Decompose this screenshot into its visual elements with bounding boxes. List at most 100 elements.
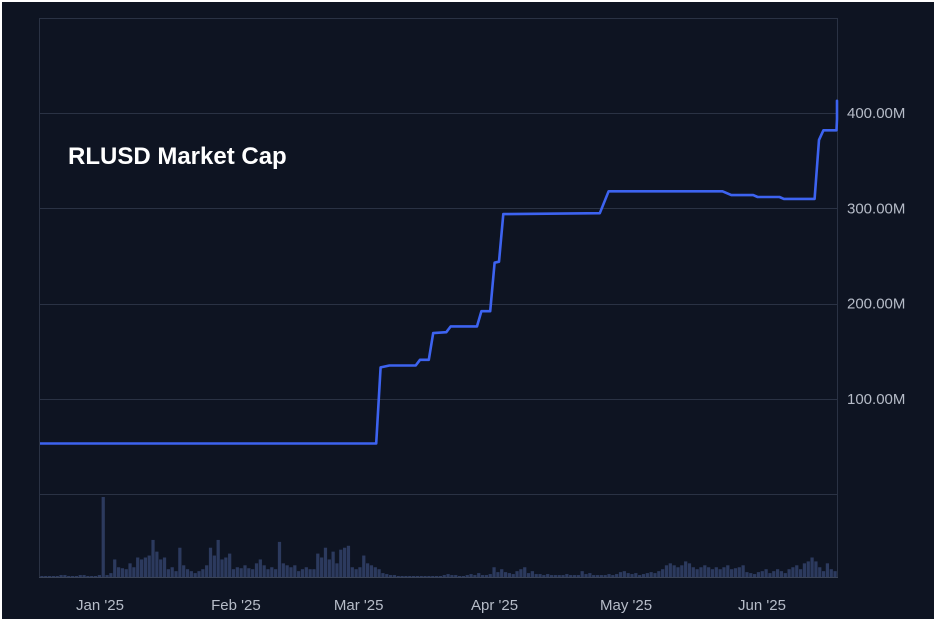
volume-bar xyxy=(201,569,205,577)
volume-bar xyxy=(622,571,626,577)
volume-bar xyxy=(630,574,634,577)
volume-bar xyxy=(676,567,680,577)
volume-bar xyxy=(128,563,132,577)
y-tick-label: 300.00M xyxy=(847,200,905,217)
volume-bar xyxy=(415,576,420,577)
volume-bar xyxy=(358,567,362,577)
volume-bar xyxy=(335,563,339,577)
volume-bar xyxy=(285,565,289,577)
volume-bar xyxy=(362,555,366,577)
volume-bar xyxy=(197,571,201,577)
volume-bar xyxy=(327,559,331,577)
volume-bar xyxy=(684,561,688,577)
volume-bar xyxy=(718,569,722,577)
volume-bar xyxy=(465,575,469,577)
volume-bar xyxy=(97,575,102,577)
volume-bar xyxy=(373,567,377,577)
volume-bar xyxy=(745,572,749,577)
volume-bar xyxy=(224,557,228,577)
volume-bar xyxy=(262,565,266,577)
volume-bar xyxy=(293,565,297,577)
volume-bar xyxy=(151,539,155,577)
volume-bar xyxy=(139,559,144,577)
volume-bar xyxy=(44,576,48,577)
volume-bar xyxy=(101,497,105,577)
volume-bar xyxy=(312,569,316,577)
x-tick-label: Feb '25 xyxy=(211,597,261,614)
volume-bar xyxy=(783,573,787,577)
volume-bar xyxy=(668,563,672,577)
volume-bar xyxy=(212,555,216,577)
volume-bar xyxy=(741,565,745,577)
volume-bar xyxy=(366,563,370,577)
volume-bar xyxy=(369,565,374,577)
volume-bar xyxy=(124,569,128,577)
volume-bar xyxy=(47,576,52,577)
volume-bar xyxy=(220,559,224,577)
volume-bars xyxy=(40,497,837,577)
y-tick-label: 400.00M xyxy=(847,105,905,122)
volume-bar xyxy=(469,574,473,577)
volume-bar xyxy=(147,555,151,577)
volume-bar xyxy=(484,575,489,577)
volume-bar xyxy=(316,553,320,577)
volume-bar xyxy=(833,571,837,577)
volume-bar xyxy=(480,575,485,577)
volume-bar xyxy=(526,573,531,577)
volume-bar xyxy=(331,551,335,577)
volume-bar xyxy=(339,549,343,577)
volume-bar xyxy=(254,563,259,577)
volume-bar xyxy=(549,575,554,577)
volume-bar xyxy=(722,567,726,577)
volume-bar xyxy=(297,571,301,577)
volume-bar xyxy=(707,567,711,577)
volume-bar xyxy=(185,569,190,577)
volume-bar xyxy=(277,541,282,577)
volume-bar xyxy=(438,576,443,577)
chart-title: RLUSD Market Cap xyxy=(68,143,287,170)
volume-bar xyxy=(431,576,435,577)
volume-bar xyxy=(775,569,780,577)
volume-bar xyxy=(251,569,255,577)
volume-bar xyxy=(580,571,584,577)
volume-bar xyxy=(155,551,159,577)
volume-bar xyxy=(461,576,466,577)
volume-bar xyxy=(381,573,385,577)
volume-bar xyxy=(193,573,197,577)
volume-bar xyxy=(189,571,193,577)
volume-bar xyxy=(343,547,347,577)
volume-bar xyxy=(289,567,293,577)
volume-bar xyxy=(178,547,182,577)
volume-bar xyxy=(411,576,416,577)
volume-bar xyxy=(714,567,718,577)
volume-bar xyxy=(67,576,71,577)
volume-bar xyxy=(680,565,684,577)
volume-bar xyxy=(320,557,324,577)
volume-bar xyxy=(829,569,833,577)
volume-bar xyxy=(661,569,665,577)
volume-bar xyxy=(274,569,278,577)
volume-bar xyxy=(216,539,220,577)
volume-bar xyxy=(595,575,600,577)
volume-bar xyxy=(166,569,170,577)
volume-bar xyxy=(258,559,262,577)
x-tick-label: Mar '25 xyxy=(334,597,384,614)
volume-bar xyxy=(40,576,44,577)
volume-bar xyxy=(787,569,791,577)
x-tick-label: May '25 xyxy=(600,597,652,614)
y-tick-label: 200.00M xyxy=(847,296,905,313)
volume-bar xyxy=(546,574,550,577)
volume-bar xyxy=(346,545,351,577)
volume-bar xyxy=(626,573,630,577)
volume-bar xyxy=(699,567,703,577)
volume-bar xyxy=(572,575,577,577)
volume-bar xyxy=(400,576,404,577)
volume-bar xyxy=(350,567,354,577)
volume-bar xyxy=(569,575,573,577)
volume-bar xyxy=(672,565,676,577)
volume-bar xyxy=(408,576,412,577)
volume-bar xyxy=(82,575,86,577)
volume-bar xyxy=(308,569,312,577)
